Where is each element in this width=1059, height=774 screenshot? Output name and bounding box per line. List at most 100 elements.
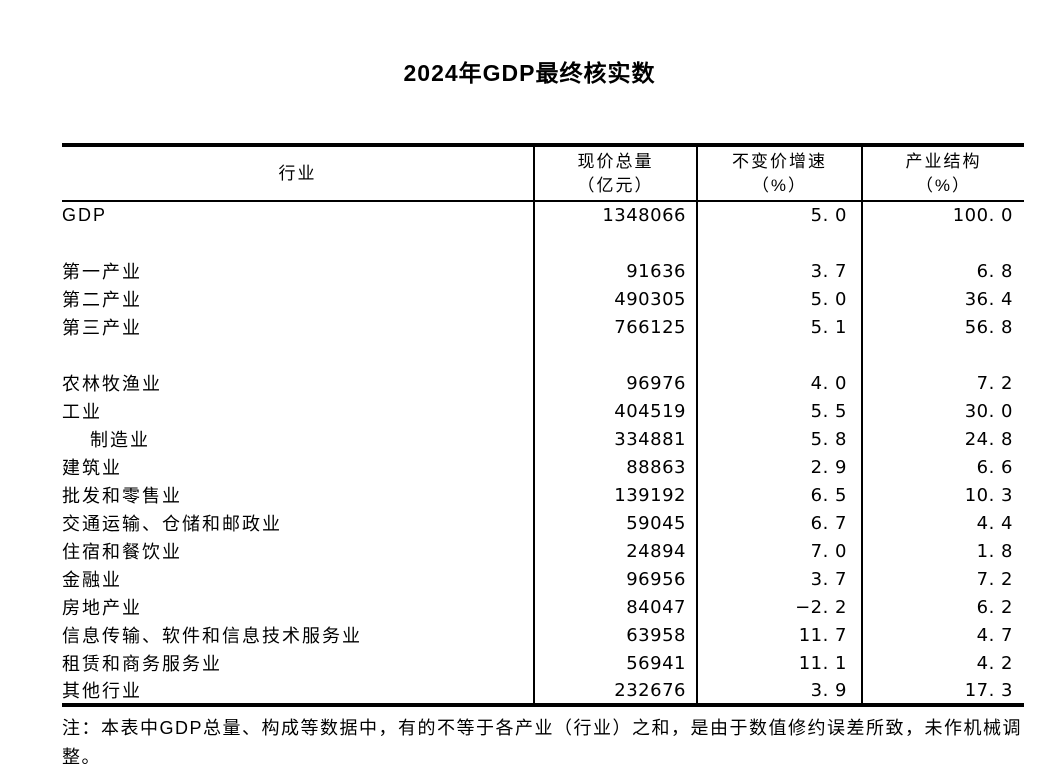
current-total-cell: 404519 (534, 397, 698, 425)
table-row: 建筑业 88863 2. 9 6. 6 (62, 453, 1024, 481)
growth-cell: 3. 9 (697, 677, 863, 705)
column-header-label: 产业结构 (905, 151, 982, 171)
table-row: 房地产业 84047 −2. 2 6. 2 (62, 593, 1024, 621)
column-header-structure: 产业结构 （%） (862, 145, 1024, 202)
structure-cell: 6. 8 (976, 260, 1013, 282)
table-row: 第三产业 766125 5. 1 56. 8 (62, 313, 1024, 341)
current-total-cell: 91636 (534, 257, 698, 285)
column-header-unit: （%） (915, 175, 972, 195)
current-total-cell: 56941 (534, 649, 698, 677)
current-total-cell: 63958 (534, 621, 698, 649)
header-row: 行业 现价总量 （亿元） 不变价增速 （%） 产业结构 （%） (62, 145, 1024, 202)
current-total-cell: 96956 (534, 565, 698, 593)
current-total-cell: 334881 (534, 425, 698, 453)
table-row-blank (62, 229, 1024, 257)
industry-cell (62, 341, 535, 369)
industry-cell: 第二产业 (62, 285, 535, 313)
current-total-cell: 490305 (534, 285, 698, 313)
current-total-cell (534, 341, 698, 369)
growth-cell: 5. 1 (697, 313, 863, 341)
column-header-label: 现价总量 (577, 151, 654, 171)
page-title: 2024年GDP最终核实数 (403, 60, 656, 86)
growth-cell (697, 229, 863, 257)
table-row: 住宿和餐饮业 24894 7. 0 1. 8 (62, 537, 1024, 565)
industry-cell: 交通运输、仓储和邮政业 (62, 509, 535, 537)
column-header-unit: （%） (751, 175, 808, 195)
structure-cell (862, 341, 1024, 369)
industry-cell: 第一产业 (62, 257, 535, 285)
industry-cell: 制造业 (62, 425, 535, 453)
growth-cell: 3. 7 (697, 565, 863, 593)
growth-cell: 6. 7 (697, 509, 863, 537)
current-total-cell: 59045 (534, 509, 698, 537)
column-header-growth: 不变价增速 （%） (697, 145, 863, 202)
industry-cell: 住宿和餐饮业 (62, 537, 535, 565)
industry-cell: 房地产业 (62, 593, 535, 621)
current-total-cell (534, 229, 698, 257)
current-total-cell: 139192 (534, 481, 698, 509)
table-row: 金融业 96956 3. 7 7. 2 (62, 565, 1024, 593)
industry-cell (62, 229, 535, 257)
structure-cell: 17. 3 (964, 679, 1013, 701)
growth-cell: 5. 8 (697, 425, 863, 453)
current-total-cell: 96976 (534, 369, 698, 397)
industry-cell: 金融业 (62, 565, 535, 593)
structure-cell: 24. 8 (964, 428, 1013, 450)
table-row: 农林牧渔业 96976 4. 0 7. 2 (62, 369, 1024, 397)
current-total-cell: 232676 (534, 677, 698, 705)
industry-cell: 第三产业 (62, 313, 535, 341)
growth-cell: 11. 7 (697, 621, 863, 649)
industry-cell: 农林牧渔业 (62, 369, 535, 397)
structure-cell (862, 229, 1024, 257)
current-total-cell: 1348066 (534, 201, 698, 229)
industry-cell: 建筑业 (62, 453, 535, 481)
structure-cell: 100. 0 (952, 205, 1013, 226)
table-row: 信息传输、软件和信息技术服务业 63958 11. 7 4. 7 (62, 621, 1024, 649)
growth-cell (697, 341, 863, 369)
column-header-unit: （亿元） (577, 175, 654, 195)
table-row: 批发和零售业 139192 6. 5 10. 3 (62, 481, 1024, 509)
table-row: GDP 1348066 5. 0 100. 0 (62, 201, 1024, 229)
industry-cell: 租赁和商务服务业 (62, 649, 535, 677)
structure-cell: 1. 8 (976, 540, 1013, 562)
growth-cell: 7. 0 (697, 537, 863, 565)
footnote: 注：本表中GDP总量、构成等数据中，有的不等于各产业（行业）之和，是由于数值修约… (62, 718, 1023, 767)
growth-cell: 2. 9 (697, 453, 863, 481)
table-row: 其他行业 232676 3. 9 17. 3 (62, 677, 1024, 705)
structure-cell: 4. 4 (976, 512, 1013, 534)
industry-cell: 工业 (62, 397, 535, 425)
table-row: 租赁和商务服务业 56941 11. 1 4. 2 (62, 649, 1024, 677)
column-header-industry: 行业 (62, 145, 535, 202)
table-row: 制造业 334881 5. 8 24. 8 (62, 425, 1024, 453)
structure-cell: 6. 2 (976, 596, 1013, 618)
table-row: 交通运输、仓储和邮政业 59045 6. 7 4. 4 (62, 509, 1024, 537)
structure-cell: 7. 2 (976, 568, 1013, 590)
structure-cell: 56. 8 (964, 316, 1013, 338)
current-total-cell: 84047 (534, 593, 698, 621)
gdp-table: 行业 现价总量 （亿元） 不变价增速 （%） 产业结构 （%） GDP 1 (62, 143, 1024, 707)
growth-cell: 4. 0 (697, 369, 863, 397)
table-row: 第一产业 91636 3. 7 6. 8 (62, 257, 1024, 285)
growth-cell: 5. 5 (697, 397, 863, 425)
industry-cell: 信息传输、软件和信息技术服务业 (62, 621, 535, 649)
growth-cell: 5. 0 (697, 201, 863, 229)
column-header-label: 不变价增速 (732, 151, 827, 171)
column-header-label: 行业 (278, 163, 317, 183)
structure-cell: 4. 7 (976, 624, 1013, 646)
industry-cell: 其他行业 (62, 677, 535, 705)
structure-cell: 30. 0 (964, 400, 1013, 422)
structure-cell: 6. 6 (976, 456, 1013, 478)
growth-cell: 3. 7 (697, 257, 863, 285)
structure-cell: 4. 2 (976, 652, 1013, 674)
table-row: 第二产业 490305 5. 0 36. 4 (62, 285, 1024, 313)
current-total-cell: 24894 (534, 537, 698, 565)
growth-cell: −2. 2 (697, 593, 863, 621)
current-total-cell: 766125 (534, 313, 698, 341)
growth-cell: 6. 5 (697, 481, 863, 509)
structure-cell: 36. 4 (964, 288, 1013, 310)
table-row-blank (62, 341, 1024, 369)
current-total-cell: 88863 (534, 453, 698, 481)
column-header-current-total: 现价总量 （亿元） (534, 145, 698, 202)
growth-cell: 11. 1 (697, 649, 863, 677)
